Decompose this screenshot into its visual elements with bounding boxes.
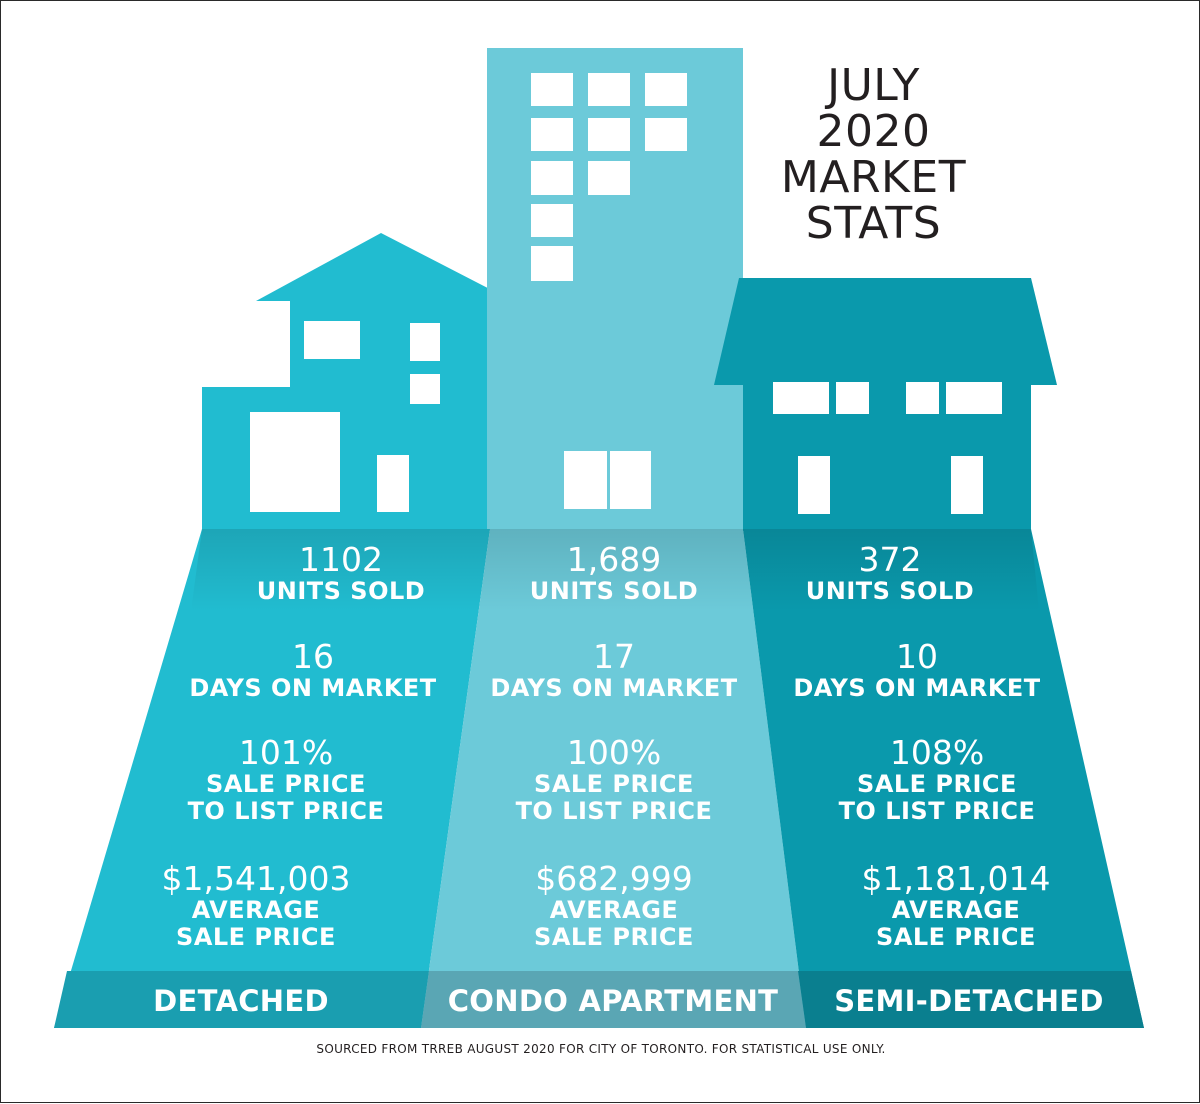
- semi-ratio-label-2: TO LIST PRICE: [838, 797, 1036, 825]
- detached-price-label-2: SALE PRICE: [176, 923, 336, 951]
- condo-panel: [421, 529, 806, 1028]
- condo-ratio-label-1: SALE PRICE: [534, 770, 694, 798]
- source-footnote: SOURCED FROM TRREB AUGUST 2020 FOR CITY …: [316, 1042, 886, 1056]
- condo-days-value: 17: [593, 637, 635, 676]
- semi-days-stat: 10 DAYS ON MARKET: [767, 639, 1067, 702]
- semi-price-value: $1,181,014: [861, 859, 1051, 898]
- detached-days-stat: 16 DAYS ON MARKET: [163, 639, 463, 702]
- condo-ratio-stat: 100% SALE PRICE TO LIST PRICE: [464, 735, 764, 825]
- category-detached: DETACHED: [153, 984, 329, 1018]
- category-semi-detached: SEMI-DETACHED: [834, 984, 1104, 1018]
- detached-price-value: $1,541,003: [161, 859, 351, 898]
- detached-band: [54, 971, 429, 1028]
- semi-units-label: UNITS SOLD: [805, 577, 975, 605]
- detached-days-value: 16: [292, 637, 334, 676]
- condo-price-value: $682,999: [535, 859, 693, 898]
- condo-days-stat: 17 DAYS ON MARKET: [464, 639, 764, 702]
- condo-band: [421, 971, 806, 1028]
- semi-days-label: DAYS ON MARKET: [793, 674, 1041, 702]
- semi-ratio-value: 108%: [889, 733, 985, 772]
- semi-band: [798, 971, 1144, 1028]
- page-title: JULY 2020 MARKET STATS: [761, 63, 986, 247]
- condo-price-stat: $682,999 AVERAGE SALE PRICE: [464, 861, 764, 951]
- detached-units-stat: 1102 UNITS SOLD: [191, 542, 491, 605]
- detached-units-value: 1102: [299, 540, 383, 579]
- condo-ratio-label-2: TO LIST PRICE: [515, 797, 713, 825]
- detached-panel: [54, 529, 490, 1028]
- detached-ratio-stat: 101% SALE PRICE TO LIST PRICE: [136, 735, 436, 825]
- detached-ratio-label-1: SALE PRICE: [206, 770, 366, 798]
- semi-price-label-2: SALE PRICE: [876, 923, 1036, 951]
- semi-detached-house-icon: [714, 278, 1057, 531]
- semi-ratio-stat: 108% SALE PRICE TO LIST PRICE: [787, 735, 1087, 825]
- title-line-3: MARKET: [780, 152, 967, 203]
- semi-price-label-1: AVERAGE: [891, 896, 1021, 924]
- semi-days-value: 10: [896, 637, 938, 676]
- condo-tower-icon: [487, 48, 743, 531]
- semi-units-value: 372: [858, 540, 922, 579]
- detached-house-icon: [202, 233, 513, 531]
- condo-price-label-2: SALE PRICE: [534, 923, 694, 951]
- detached-units-label: UNITS SOLD: [256, 577, 426, 605]
- title-line-4: STATS: [805, 198, 942, 249]
- condo-ratio-value: 100%: [566, 733, 662, 772]
- title-line-2: 2020: [816, 106, 931, 157]
- condo-price-label-1: AVERAGE: [549, 896, 679, 924]
- condo-units-value: 1,689: [566, 540, 662, 579]
- detached-days-label: DAYS ON MARKET: [189, 674, 437, 702]
- condo-units-stat: 1,689 UNITS SOLD: [464, 542, 764, 605]
- detached-price-label-1: AVERAGE: [191, 896, 321, 924]
- semi-units-stat: 372 UNITS SOLD: [740, 542, 1040, 605]
- detached-ratio-value: 101%: [238, 733, 334, 772]
- detached-price-stat: $1,541,003 AVERAGE SALE PRICE: [106, 861, 406, 951]
- condo-days-label: DAYS ON MARKET: [490, 674, 738, 702]
- semi-price-stat: $1,181,014 AVERAGE SALE PRICE: [806, 861, 1106, 951]
- condo-units-label: UNITS SOLD: [529, 577, 699, 605]
- detached-ratio-label-2: TO LIST PRICE: [187, 797, 385, 825]
- category-condo-apartment: CONDO APARTMENT: [447, 984, 779, 1018]
- semi-ratio-label-1: SALE PRICE: [857, 770, 1017, 798]
- semi-panel: [743, 529, 1144, 1028]
- title-line-1: JULY: [827, 60, 920, 111]
